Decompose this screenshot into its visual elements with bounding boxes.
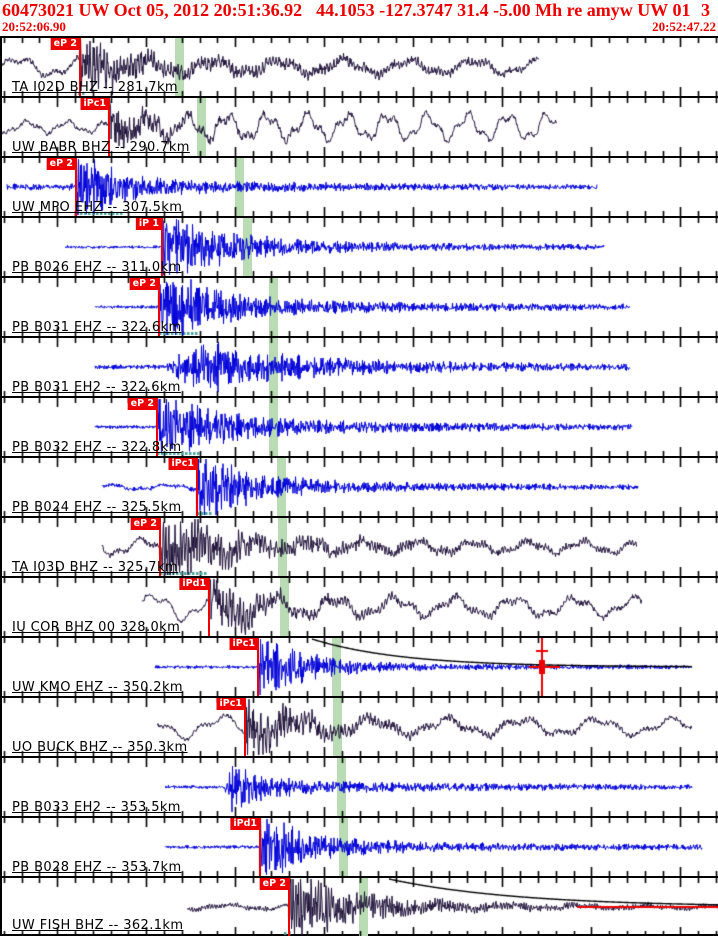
station-channel-distance-label: PB B032 EHZ -- 322.8km — [12, 440, 182, 455]
station-channel-distance-label: PB B028 EHZ -- 353.7km — [12, 860, 182, 875]
time-window-line: 20:52:06.90 20:52:47.22 — [2, 20, 716, 34]
waveform-canvas[interactable] — [2, 698, 718, 756]
station-channel-distance-label: PB B026 EHZ -- 311.0km — [12, 260, 182, 275]
p-pick-flag[interactable]: iPc1 — [216, 698, 245, 710]
p-pick-flag[interactable]: iPd1 — [179, 578, 209, 590]
waveform-canvas[interactable] — [2, 518, 718, 576]
p-pick-flag[interactable]: iPc1 — [229, 638, 258, 650]
trace-row: eP 2 TA I02D BHZ -- 281.7km — [2, 36, 718, 96]
station-channel-distance-label: UW FISH BHZ -- 362.1km — [12, 918, 184, 933]
trace-row: eP 2 PB B032 EHZ -- 322.8km — [2, 396, 718, 456]
event-id-origin-time: 60473021 UW Oct 05, 2012 20:51:36.92 — [2, 0, 303, 20]
p-pick-flag[interactable]: eP 2 — [130, 518, 160, 530]
station-channel-distance-label: IU COR BHZ 00 328.0km — [12, 620, 181, 635]
p-pick-flag[interactable]: iPc1 — [80, 98, 109, 110]
trace-row: eP 2 UW FISH BHZ -- 362.1km — [2, 876, 718, 936]
p-pick-flag[interactable]: iPc1 — [168, 458, 197, 470]
p-pick-line[interactable] — [196, 458, 198, 516]
waveform-canvas[interactable] — [2, 398, 718, 456]
p-pick-flag[interactable]: eP 2 — [129, 278, 159, 290]
waveform-canvas[interactable] — [2, 758, 718, 816]
p-pick-line[interactable] — [75, 158, 77, 216]
station-channel-distance-label: TA I03D BHZ -- 325.7km — [12, 560, 178, 575]
p-pick-flag[interactable]: eP 2 — [50, 38, 80, 50]
trace-row: iP 1 PB B026 EHZ -- 311.0km — [2, 216, 718, 276]
p-pick-flag[interactable]: eP 2 — [259, 878, 289, 890]
station-channel-distance-label: PB B031 EH2 -- 322.6km — [12, 380, 181, 395]
station-channel-distance-label: UW MPO EHZ -- 307.5km — [12, 200, 183, 215]
p-pick-flag[interactable]: eP 2 — [46, 158, 76, 170]
waveform-canvas[interactable] — [2, 458, 718, 516]
p-pick-line[interactable] — [79, 38, 81, 96]
waveform-canvas[interactable] — [2, 218, 718, 276]
p-pick-line[interactable] — [288, 878, 290, 936]
trace-row: iPd1 IU COR BHZ 00 328.0km — [2, 576, 718, 636]
trace-row: iPc1 PB B024 EHZ -- 325.5km — [2, 456, 718, 516]
p-pick-flag[interactable]: iPd1 — [230, 818, 260, 830]
trace-panel-stack: eP 2 TA I02D BHZ -- 281.7km iPc1 UW BABR BH… — [0, 36, 718, 936]
station-channel-distance-label: UO BUCK BHZ -- 350.3km — [12, 740, 188, 755]
trace-row: PB B033 EH2 -- 353.5km — [2, 756, 718, 816]
station-channel-distance-label: PB B031 EHZ -- 322.6km — [12, 320, 182, 335]
station-channel-distance-label: UW BABR BHZ -- 290.7km — [12, 140, 190, 155]
station-channel-distance-label: TA I02D BHZ -- 281.7km — [12, 80, 178, 95]
p-pick-line[interactable] — [259, 818, 261, 876]
p-pick-line[interactable] — [158, 278, 160, 336]
trace-row: iPc1 UW BABR BHZ -- 290.7km — [2, 96, 718, 156]
station-channel-distance-label: PB B033 EH2 -- 353.5km — [12, 800, 181, 815]
trailing-count: 3 — [701, 0, 710, 20]
waveform-canvas[interactable] — [2, 278, 718, 336]
p-pick-line[interactable] — [156, 398, 158, 456]
waveform-canvas[interactable] — [2, 338, 718, 396]
waveform-canvas[interactable] — [2, 158, 718, 216]
waveform-canvas[interactable] — [2, 98, 718, 156]
waveform-canvas[interactable] — [2, 638, 718, 696]
trace-row: iPc1 UO BUCK BHZ -- 350.3km — [2, 696, 718, 756]
trace-row: PB B031 EH2 -- 322.6km — [2, 336, 718, 396]
waveform-canvas[interactable] — [2, 878, 718, 936]
p-pick-flag[interactable]: eP 2 — [127, 398, 157, 410]
p-pick-line[interactable] — [108, 98, 110, 156]
waveform-canvas[interactable] — [2, 38, 718, 96]
event-location-magnitude: 44.1053 -127.3747 31.4 -5.00 Mh re amyw … — [316, 0, 691, 20]
p-pick-flag[interactable]: iP 1 — [135, 218, 162, 230]
waveform-canvas[interactable] — [2, 818, 718, 876]
trace-row: iPc1 UW KMO EHZ -- 350.2km — [2, 636, 718, 696]
trace-row: eP 2 PB B031 EHZ -- 322.6km — [2, 276, 718, 336]
p-pick-line[interactable] — [244, 698, 246, 756]
event-header: 60473021 UW Oct 05, 2012 20:51:36.92 44.… — [0, 0, 718, 34]
trace-row: eP 2 UW MPO EHZ -- 307.5km — [2, 156, 718, 216]
window-end-time: 20:52:47.22 — [652, 19, 716, 34]
window-start-time: 20:52:06.90 — [2, 19, 66, 34]
p-pick-line[interactable] — [159, 518, 161, 576]
waveform-canvas[interactable] — [2, 578, 718, 636]
trace-row: iPd1 PB B028 EHZ -- 353.7km — [2, 816, 718, 876]
trace-row: eP 2 TA I03D BHZ -- 325.7km — [2, 516, 718, 576]
station-channel-distance-label: PB B024 EHZ -- 325.5km — [12, 500, 182, 515]
p-pick-line[interactable] — [257, 638, 259, 696]
p-pick-line[interactable] — [208, 578, 210, 636]
event-summary-line: 60473021 UW Oct 05, 2012 20:51:36.92 44.… — [2, 1, 716, 20]
p-pick-line[interactable] — [161, 218, 163, 276]
station-channel-distance-label: UW KMO EHZ -- 350.2km — [12, 680, 183, 695]
